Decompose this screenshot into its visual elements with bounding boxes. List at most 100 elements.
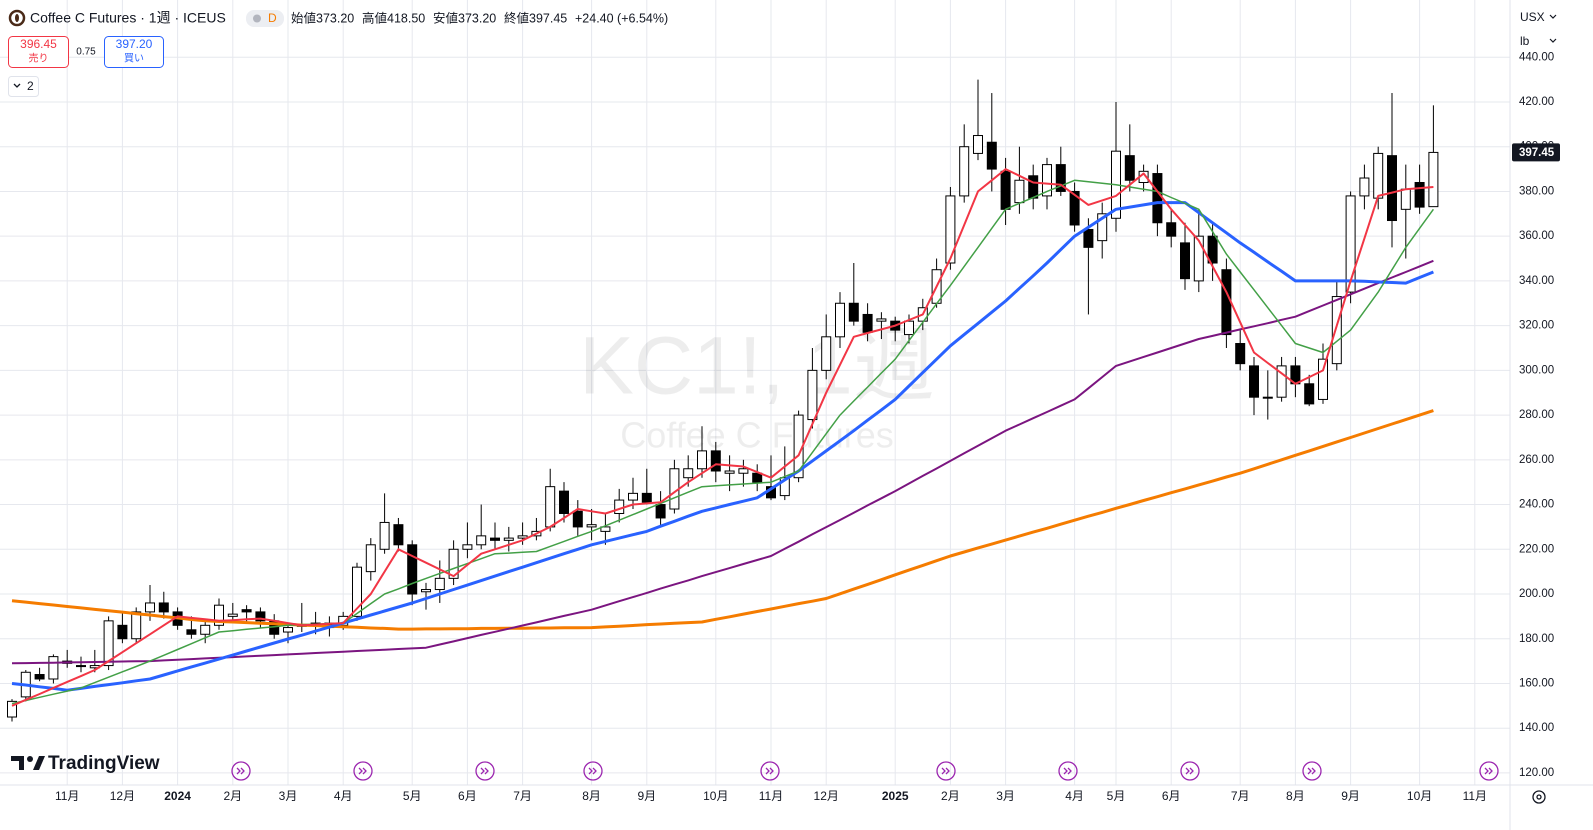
candle-body [434, 577, 445, 591]
candle-body [1359, 177, 1370, 197]
candle-body [448, 548, 459, 579]
candle-body [586, 524, 597, 528]
candle-body [752, 472, 763, 483]
chevron [1549, 14, 1557, 19]
collapse-count: 2 [27, 79, 34, 93]
sell-price: 396.45 [20, 37, 57, 51]
y-tick-label: 280.00 [1519, 409, 1554, 421]
y-tick-label: 360.00 [1519, 230, 1554, 242]
settings-icon[interactable] [1532, 790, 1546, 804]
candle-body [1428, 151, 1439, 208]
candle-body [848, 302, 859, 322]
y-tick-label: 440.00 [1519, 51, 1554, 63]
candle-body [393, 524, 404, 546]
candle-body [986, 141, 997, 170]
symbol-title[interactable]: Coffee C Futures · 1週 · ICEUS [30, 10, 226, 26]
plot-background [0, 0, 1510, 785]
candle-body [421, 589, 431, 593]
candle-body [1249, 365, 1259, 398]
candle-body [1042, 164, 1052, 197]
candle-body [352, 566, 362, 617]
unit[interactable]: lb [1520, 34, 1530, 48]
y-tick-label: 160.00 [1519, 677, 1554, 689]
x-tick-label: 6月 [458, 789, 477, 803]
x-tick-label: 7月 [1231, 789, 1250, 803]
candle-body [1387, 155, 1397, 222]
candle-body [1083, 228, 1094, 248]
candle-body [1414, 181, 1425, 208]
candle-body [517, 535, 528, 539]
candle-body [724, 470, 735, 474]
candle-body [572, 510, 583, 528]
candle-body [628, 492, 638, 501]
low-label: 安値373.20 [433, 10, 496, 25]
x-tick-label: 2月 [223, 789, 242, 803]
candle-body [476, 535, 487, 546]
candle-body [365, 544, 376, 573]
brand-logo [11, 756, 45, 770]
x-tick-label: 2024 [164, 789, 191, 803]
candle-body [1345, 195, 1356, 293]
candle-body [1235, 343, 1246, 365]
candle-body [1166, 222, 1177, 237]
event-icons[interactable] [231, 761, 1499, 781]
candle-body [117, 624, 128, 640]
candle-body [1207, 235, 1218, 264]
ma-line [11, 259, 1434, 665]
x-tick-label: 11月 [759, 789, 783, 803]
y-tick-label: 420.00 [1519, 96, 1554, 108]
sell-label: 売り [29, 52, 49, 65]
candle-body [779, 477, 790, 497]
candle-body [255, 611, 266, 622]
buy-button[interactable] [104, 36, 164, 68]
candle-body [835, 302, 845, 338]
open-label: 始値373.20 [291, 10, 354, 25]
candle-body [283, 627, 293, 633]
collapse-button[interactable] [8, 76, 39, 97]
watermark: KC1!, 1週 [579, 321, 934, 412]
x-tick-label: 10月 [703, 789, 728, 803]
candle-body [973, 135, 983, 154]
candle-body [641, 492, 652, 503]
x-tick-label: 3月 [279, 789, 298, 803]
y-tick-label: 120.00 [1519, 767, 1554, 779]
candle-body [48, 656, 59, 680]
candle-body [1180, 242, 1190, 280]
x-tick-label: 6月 [1162, 789, 1181, 803]
candle-body [697, 450, 707, 470]
candle-body [1124, 155, 1135, 181]
candle-body [559, 490, 569, 514]
x-tick-label: 12月 [110, 789, 135, 803]
candle-body [503, 537, 514, 541]
x-tick-label: 12月 [814, 789, 839, 803]
x-tick-label: 11月 [55, 789, 79, 803]
change-label: +24.40 (+6.54%) [575, 11, 668, 25]
brand: TradingView [48, 753, 160, 774]
x-tick-label: 4月 [334, 789, 353, 803]
x-tick-label: 7月 [513, 789, 532, 803]
candle-body [600, 526, 611, 532]
sell-button[interactable] [8, 36, 69, 68]
candle-body [131, 611, 142, 640]
currency[interactable]: USX [1520, 10, 1545, 24]
x-tick-label: 5月 [1107, 789, 1126, 803]
high-label: 高値418.50 [362, 10, 425, 25]
x-tick-label: 8月 [1286, 789, 1305, 803]
spread: 0.75 [76, 47, 96, 58]
ma-line [11, 409, 1434, 631]
candle-body [76, 665, 86, 668]
y-tick-label: 140.00 [1519, 722, 1554, 734]
x-tick-label: 9月 [637, 789, 656, 803]
candle-body [407, 544, 418, 595]
y-tick-label: 180.00 [1519, 633, 1554, 645]
candle-body [1276, 365, 1287, 398]
y-tick-label: 300.00 [1519, 364, 1554, 376]
candle-body [1318, 358, 1328, 400]
y-tick-label: 380.00 [1519, 185, 1554, 197]
candle-body [1055, 164, 1066, 192]
candle-body [1262, 396, 1273, 399]
y-tick-label: 320.00 [1519, 320, 1554, 332]
candle-body [214, 604, 224, 626]
candle-body [683, 468, 694, 479]
